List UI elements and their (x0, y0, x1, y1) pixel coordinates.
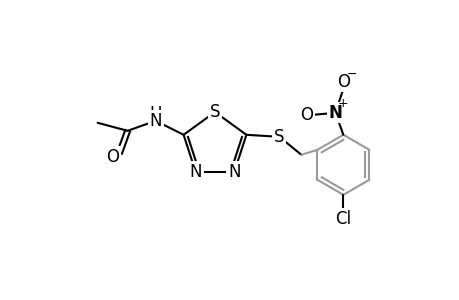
Text: +: + (337, 97, 348, 110)
Text: S: S (209, 103, 220, 121)
Text: −: − (347, 68, 357, 81)
Text: O: O (336, 73, 349, 91)
Text: O: O (106, 148, 119, 166)
Text: N: N (149, 112, 162, 130)
Text: S: S (274, 128, 284, 146)
Text: Cl: Cl (335, 210, 351, 228)
Text: O: O (299, 106, 312, 124)
Text: N: N (228, 163, 240, 181)
Text: N: N (189, 163, 202, 181)
Text: H: H (149, 105, 162, 123)
Text: N: N (328, 104, 341, 122)
